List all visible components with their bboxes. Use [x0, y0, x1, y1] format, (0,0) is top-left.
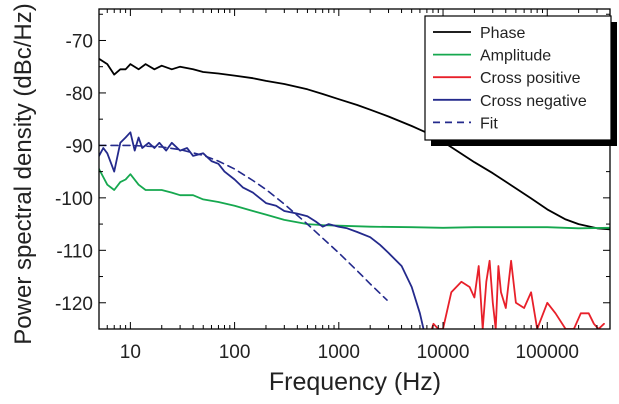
- x-tick-label: 100: [219, 342, 251, 363]
- y-tick-label: -80: [66, 84, 93, 105]
- legend-label: Cross positive: [480, 70, 581, 87]
- series-line-fit: [99, 144, 388, 301]
- series-line-amplitude: [99, 168, 610, 230]
- y-tick-label: -110: [56, 241, 93, 262]
- y-axis-label: Power spectral density (dBc/Hz): [10, 3, 37, 344]
- x-tick-label: 10: [120, 342, 141, 363]
- plot-frame: [98, 8, 611, 330]
- x-tick-label: 10000: [417, 342, 470, 363]
- legend-label: Amplitude: [480, 48, 551, 65]
- y-tick-label: -120: [55, 294, 93, 315]
- legend-label: Fit: [480, 115, 498, 132]
- legend-label: Cross negative: [480, 93, 587, 110]
- y-tick-label: -100: [55, 189, 93, 210]
- x-tick-label: 100000: [516, 342, 579, 363]
- series-line-cross-negative: [99, 131, 425, 329]
- series-line-phase: [99, 57, 610, 231]
- legend-label: Phase: [480, 25, 525, 42]
- x-tick-label: 1000: [318, 342, 360, 363]
- y-tick-label: -70: [66, 31, 93, 52]
- y-tick-label: -90: [66, 136, 93, 157]
- series-line-cross-positive: [430, 259, 605, 329]
- x-axis-label: Frequency (Hz): [269, 368, 441, 396]
